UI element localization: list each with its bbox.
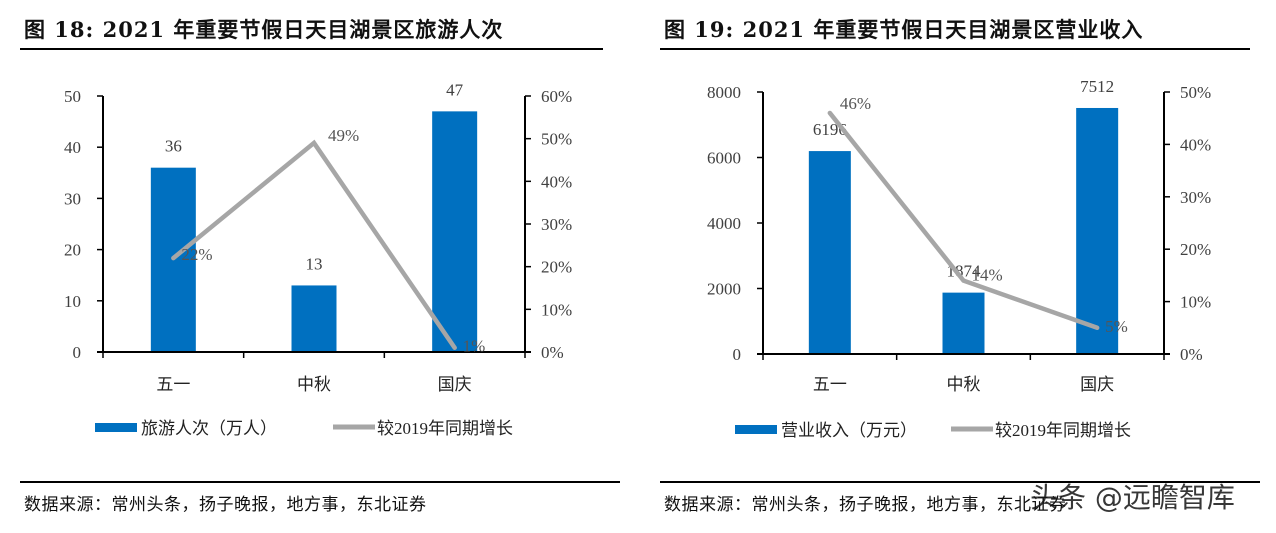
figure-19-source-rule [660, 481, 1260, 483]
right-tick-label: 0% [1180, 345, 1203, 364]
bar-0 [808, 151, 851, 354]
legend-bar-label: 旅游人次（万人） [141, 419, 277, 438]
right-tick-label: 10% [541, 300, 572, 319]
growth-label-1: 14% [972, 266, 1003, 285]
legend-bar-label: 营业收入（万元） [781, 421, 917, 440]
category-label-0: 五一 [813, 375, 847, 394]
figure-19-source: 数据来源：常州头条，扬子晚报，地方事，东北证券 [664, 495, 1067, 515]
figure-18-source-rule [20, 481, 620, 483]
bar-2 [432, 111, 478, 352]
watermark: 头条 @远瞻智库 [1030, 481, 1235, 514]
growth-label-1: 49% [328, 126, 359, 145]
right-tick-label: 30% [1180, 188, 1211, 207]
left-tick-label: 0 [73, 343, 82, 362]
growth-label-0: 22% [181, 245, 212, 264]
legend-bar-swatch [735, 425, 777, 434]
growth-label-2: 1% [463, 337, 486, 356]
category-label-1: 中秋 [297, 375, 331, 394]
figure-19-title-rule [660, 48, 1250, 50]
bar-2 [1076, 107, 1119, 354]
left-tick-label: 2000 [707, 280, 741, 299]
right-tick-label: 60% [541, 87, 572, 106]
growth-label-2: 5% [1105, 317, 1128, 336]
bar-label-2: 7512 [1080, 77, 1114, 96]
bar-label-2: 47 [446, 80, 464, 99]
right-tick-label: 50% [1180, 83, 1211, 102]
legend-bar-swatch [95, 423, 137, 432]
right-tick-label: 30% [541, 215, 572, 234]
left-tick-label: 30 [64, 189, 81, 208]
figure-18-title: 图 18: 2021 年重要节假日天目湖景区旅游人次 [24, 17, 504, 42]
right-tick-label: 40% [541, 172, 572, 191]
category-label-2: 国庆 [1080, 375, 1114, 394]
left-tick-label: 10 [64, 292, 81, 311]
right-tick-label: 20% [541, 258, 572, 277]
bar-1 [291, 285, 337, 352]
figure-19-chart: 619618747512020004000600080000%10%20%30%… [707, 77, 1211, 440]
bar-1 [942, 292, 985, 354]
figure-19-title: 图 19: 2021 年重要节假日天目湖景区营业收入 [664, 17, 1144, 42]
bar-label-1: 13 [306, 254, 323, 273]
legend-line-label: 较2019年同期增长 [995, 421, 1131, 440]
right-tick-label: 0% [541, 343, 564, 362]
left-tick-label: 50 [64, 87, 81, 106]
figure-18-title-rule [20, 48, 603, 50]
category-label-1: 中秋 [947, 375, 981, 394]
figure-18-source: 数据来源：常州头条，扬子晚报，地方事，东北证券 [24, 495, 427, 515]
bar-label-1: 1874 [947, 262, 982, 281]
legend-line-label: 较2019年同期增长 [377, 419, 513, 438]
growth-label-0: 46% [840, 94, 871, 113]
figure-18-chart: 36 13 47 0 10 20 30 40 50 0% 10% 20% 30% 40% 50% 60% 22%… [64, 80, 572, 438]
bar-label-0: 36 [165, 137, 182, 156]
right-tick-label: 20% [1180, 240, 1211, 259]
right-tick-label: 50% [541, 130, 572, 149]
left-tick-label: 8000 [707, 83, 741, 102]
category-label-0: 五一 [156, 375, 190, 394]
left-tick-label: 20 [64, 241, 81, 260]
right-tick-label: 40% [1180, 135, 1211, 154]
category-label-2: 国庆 [438, 375, 472, 394]
left-tick-label: 6000 [707, 149, 741, 168]
right-tick-label: 10% [1180, 293, 1211, 312]
left-tick-label: 40 [64, 138, 81, 157]
left-tick-label: 0 [733, 345, 742, 364]
left-tick-label: 4000 [707, 214, 741, 233]
